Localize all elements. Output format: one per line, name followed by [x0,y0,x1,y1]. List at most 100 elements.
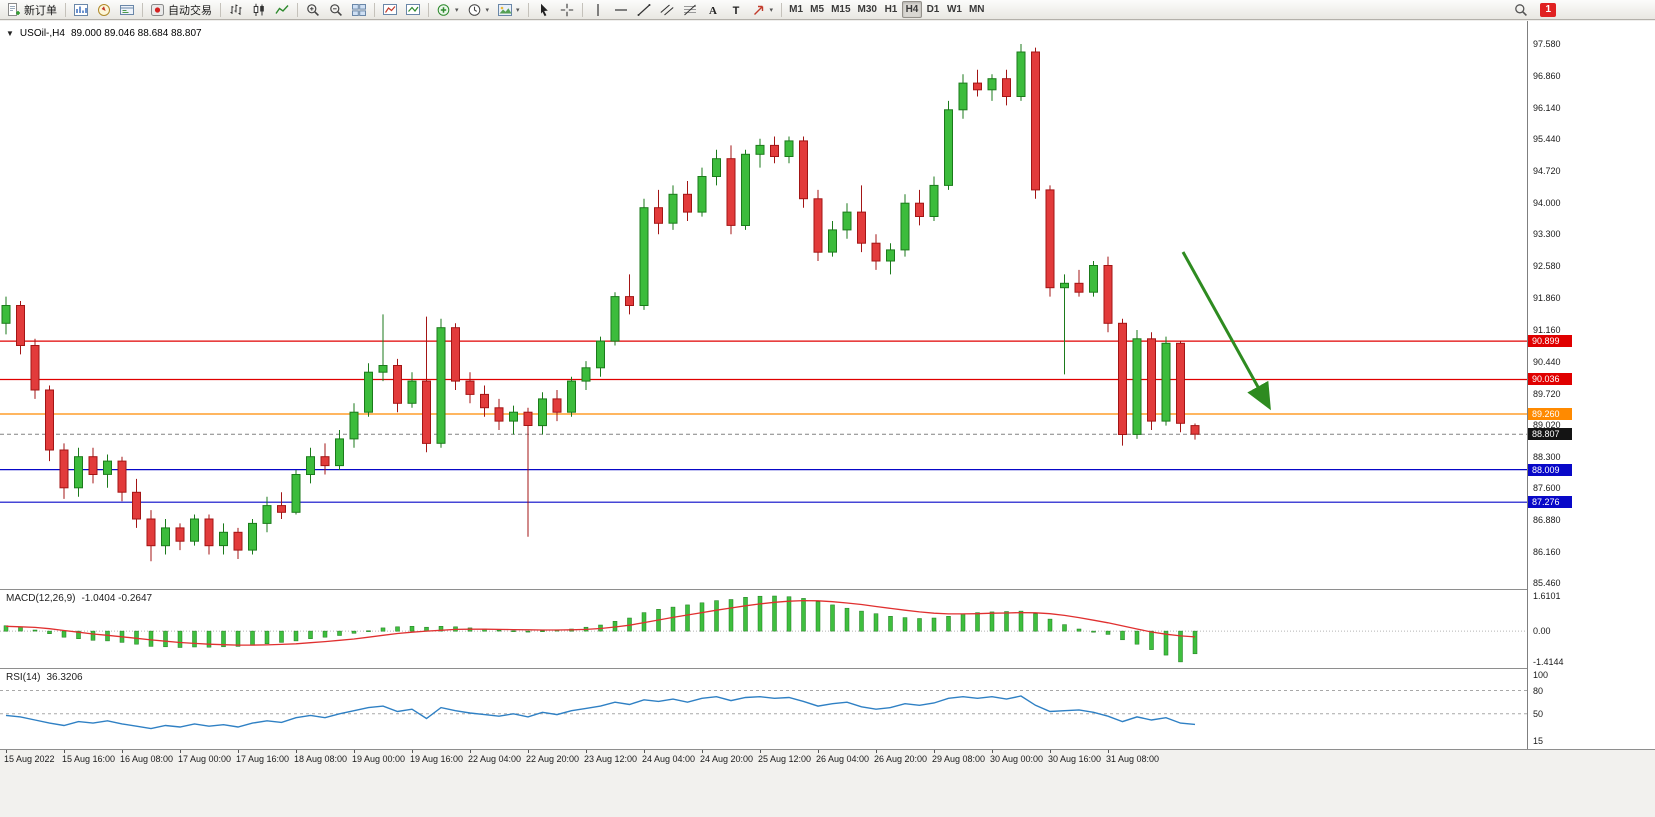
zoom-out-button[interactable] [325,1,347,19]
text-tool-button[interactable]: A [702,1,724,19]
candlestick-chart-button[interactable] [248,1,270,19]
candle [146,518,156,547]
macd-plot[interactable] [0,590,1527,668]
timeframe-d1[interactable]: D1 [923,1,943,18]
candle [755,144,765,155]
templates-button[interactable]: ▾ [494,1,524,19]
symbol-dropdown-icon[interactable]: ▼ [6,29,14,38]
macd-histogram-bar [1033,613,1038,632]
macd-histogram-bar [540,630,545,632]
pane-separator[interactable] [0,668,1655,669]
autotrading-button[interactable]: 自动交易 [147,1,216,19]
periods-button[interactable]: ▾ [464,1,494,19]
candle [915,202,924,217]
candle [103,460,112,475]
candle [132,491,141,520]
macd-signal-line [5,599,1196,646]
time-axis-label: 24 Aug 20:00 [700,754,754,764]
trend-arrow-annotation[interactable] [1181,251,1271,411]
notification-badge[interactable]: 1 [1540,2,1556,17]
time-axis-label: 29 Aug 08:00 [932,754,986,764]
price-axis[interactable]: 97.580 96.860 96.140 95.440 94.720 94.000 93.3… [1527,21,1655,749]
timeframe-m30[interactable]: M30 [855,1,880,18]
toolbar-separator [297,2,298,17]
time-axis-tick [1108,750,1109,753]
time-axis-tick [644,750,645,753]
rsi-plot[interactable] [0,669,1527,748]
fibonacci-icon [683,3,697,17]
chevron-down-icon: ▾ [455,6,459,14]
timeframe-mn[interactable]: MN [966,1,988,18]
candle [393,365,402,404]
tile-windows-button[interactable] [348,1,370,19]
macd-histogram-bar [714,600,719,632]
crosshair-icon [560,3,574,17]
candle [958,82,968,111]
candle [581,367,591,382]
macd-histogram-bar [728,599,734,632]
timeframe-m15[interactable]: M15 [828,1,853,18]
candle [871,242,881,262]
add-indicator-icon [437,3,451,17]
channel-tool-button[interactable] [656,1,678,19]
text-icon: A [706,3,720,17]
text-label-icon: T [729,3,743,17]
timeframe-w1[interactable]: W1 [944,1,965,18]
time-axis-label: 30 Aug 16:00 [1048,754,1102,764]
indicators-button[interactable]: ▾ [433,1,463,19]
bar-chart-button[interactable] [225,1,247,19]
chart-ohlc-values: 89.000 89.046 88.684 88.807 [70,28,202,39]
macd-histogram-bar [148,630,154,647]
toolbar-separator [581,2,583,17]
timeframe-m5[interactable]: M5 [807,1,827,18]
candle [712,158,721,177]
terminal-button[interactable] [116,1,138,19]
market-watch-button[interactable] [70,1,92,19]
candlestick-plot[interactable] [0,21,1527,589]
candle [349,411,359,440]
pane-separator[interactable] [0,589,1655,590]
time-axis-tick [760,750,761,753]
crosshair-button[interactable] [556,1,578,19]
time-axis-tick [586,750,587,753]
navigator-button[interactable] [93,1,115,19]
vertical-line-tool-button[interactable] [587,1,609,19]
macd-histogram-bar [496,629,502,632]
rsi-axis-label: 15 [1533,736,1544,746]
fibonacci-tool-button[interactable] [679,1,701,19]
macd-histogram-bar [1062,624,1067,632]
search-button[interactable] [1510,1,1532,19]
timeframe-h1[interactable]: H1 [881,1,901,18]
price-tick-label: 90.440 [1533,356,1561,367]
arrows-tool-button[interactable]: ▾ [748,1,778,19]
horizontal-line-tool-button[interactable] [610,1,632,19]
toolbar-separator [374,2,375,17]
candle [233,531,243,551]
price-tick-label: 92.580 [1533,261,1561,272]
trendline-tool-button[interactable] [633,1,655,19]
candle [552,398,562,413]
time-axis[interactable]: 15 Aug 2022 15 Aug 16:00 16 Aug 08:00 17 Au… [0,749,1655,817]
macd-histogram-bar [1149,630,1154,650]
new-chart-button[interactable] [379,1,401,19]
macd-histogram-bar [757,595,763,632]
cursor-button[interactable] [533,1,555,19]
time-axis-label: 25 Aug 12:00 [758,754,812,764]
zoom-in-button[interactable] [302,1,324,19]
candle [1031,51,1040,191]
autotrading-label: 自动交易 [168,4,212,17]
label-tool-button[interactable]: T [725,1,747,19]
time-axis-label: 26 Aug 04:00 [816,754,870,764]
line-chart-button[interactable] [271,1,293,19]
price-tick-label: 89.020 [1533,419,1561,430]
macd-histogram-bar [525,630,531,633]
chart-shift-button[interactable] [402,1,424,19]
candle [842,211,852,231]
timeframe-h4[interactable]: H4 [901,1,922,18]
candle [886,249,895,262]
candle [465,380,475,395]
timeframe-m1[interactable]: M1 [786,1,806,18]
macd-histogram-bar [1076,628,1082,632]
macd-histogram-bar [337,630,342,636]
new-order-button[interactable]: 新订单 [3,1,61,19]
